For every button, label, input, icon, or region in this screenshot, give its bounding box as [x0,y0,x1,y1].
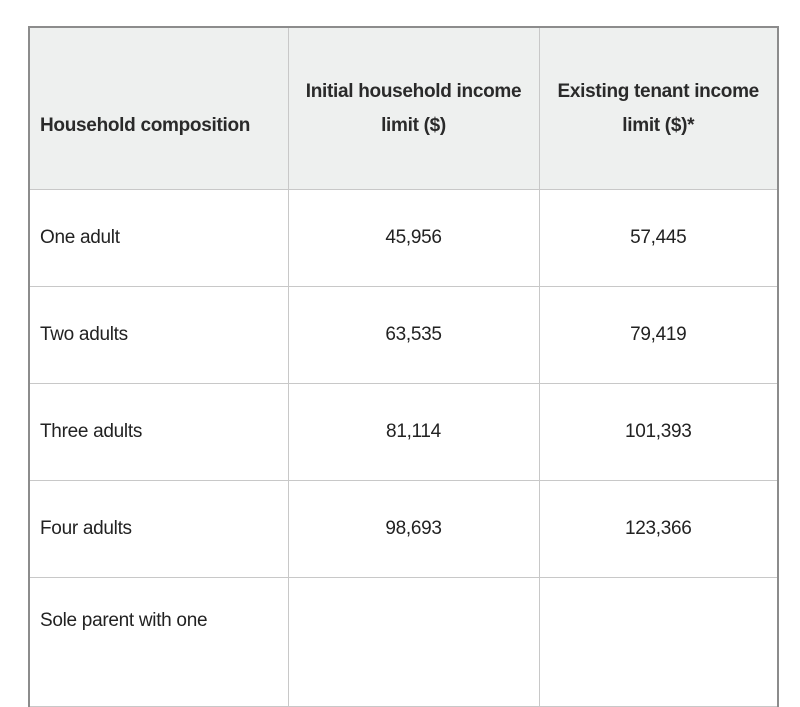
table-header-row: Household composition Initial household … [28,26,779,190]
cell-existing: 101,393 [538,383,779,481]
header-household-composition: Household composition [28,26,289,190]
cell-initial: 45,956 [287,189,540,287]
cell-composition: One adult [28,189,289,287]
cell-composition: Four adults [28,480,289,578]
header-initial-income-limit: Initial household income limit ($) [287,26,540,190]
cell-existing [538,577,779,707]
income-limits-table: Household composition Initial household … [28,26,779,707]
cell-composition: Two adults [28,286,289,384]
cell-initial: 81,114 [287,383,540,481]
cell-existing: 123,366 [538,480,779,578]
table-row: One adult 45,956 57,445 [28,189,779,287]
income-limits-table-container: Household composition Initial household … [28,26,779,707]
table-row: Three adults 81,114 101,393 [28,383,779,481]
table-row: Sole parent with one [28,577,779,707]
cell-existing: 79,419 [538,286,779,384]
table-row: Two adults 63,535 79,419 [28,286,779,384]
cell-existing: 57,445 [538,189,779,287]
cell-initial [287,577,540,707]
cell-initial: 98,693 [287,480,540,578]
table-row: Four adults 98,693 123,366 [28,480,779,578]
cell-composition: Three adults [28,383,289,481]
cell-initial: 63,535 [287,286,540,384]
cell-composition: Sole parent with one [28,577,289,707]
header-existing-tenant-limit: Existing tenant income limit ($)* [538,26,779,190]
